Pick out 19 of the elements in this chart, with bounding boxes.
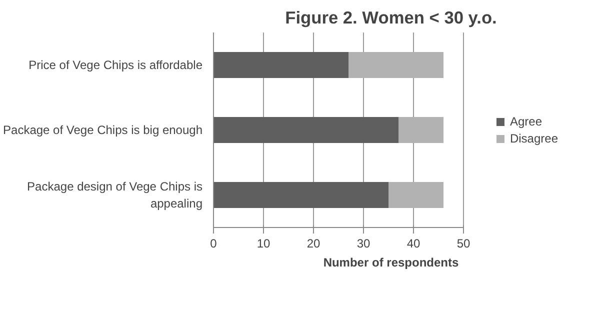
bar — [214, 182, 388, 208]
y-tick-label: Package of Vege Chips is big enough — [3, 123, 203, 137]
x-tick-label: 0 — [210, 236, 218, 250]
x-tick-label: 30 — [356, 236, 370, 250]
bar — [214, 52, 348, 78]
bar — [348, 52, 444, 78]
bar — [398, 117, 444, 143]
x-tick-label: 40 — [406, 236, 420, 250]
bar — [214, 117, 398, 143]
legend-label: Agree — [510, 114, 542, 128]
y-tick-label: Package design of Vege Chips is appealing — [27, 180, 203, 210]
x-axis-title: Number of respondents — [323, 256, 459, 270]
x-tick-label: 10 — [256, 236, 270, 250]
x-tick-label: 50 — [456, 236, 470, 250]
y-tick-label: Price of Vege Chips is affordable — [28, 58, 203, 72]
legend-label: Disagree — [510, 131, 558, 145]
chart-title: Figure 2. Women < 30 y.o. — [285, 8, 497, 28]
x-tick-label: 20 — [306, 236, 320, 250]
bar — [388, 182, 444, 208]
